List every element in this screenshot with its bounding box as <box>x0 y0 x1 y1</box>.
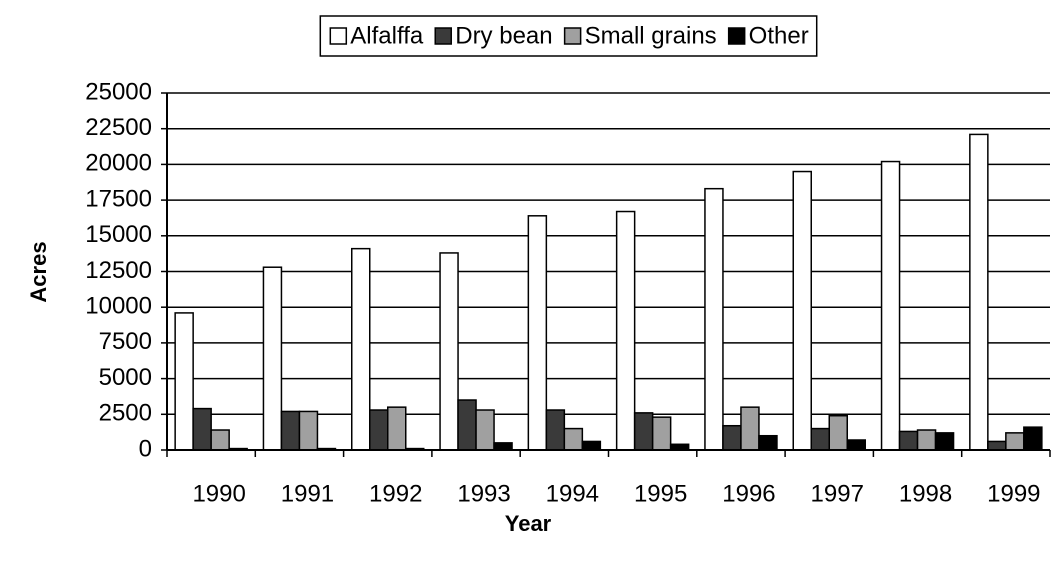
x-tick-label: 1990 <box>192 480 245 507</box>
legend-swatch <box>329 27 348 45</box>
legend-swatch <box>727 27 746 45</box>
legend-label: Small grains <box>585 22 717 49</box>
x-tick-label: 1998 <box>899 480 952 507</box>
y-tick-label: 20000 <box>85 150 152 177</box>
x-tick-label: 1992 <box>369 480 422 507</box>
y-tick-label: 2500 <box>99 400 152 427</box>
y-tick-label: 22500 <box>85 114 152 141</box>
bar <box>828 414 848 451</box>
bar <box>722 424 742 451</box>
bar <box>387 406 407 451</box>
y-tick-label: 10000 <box>85 293 152 320</box>
bar <box>792 170 812 451</box>
bar <box>1005 432 1025 451</box>
y-tick-label: 7500 <box>99 328 152 355</box>
bar <box>1023 426 1043 451</box>
bar <box>898 430 919 451</box>
bar <box>987 440 1007 451</box>
x-axis-title: Year <box>505 511 552 536</box>
bar <box>351 247 371 451</box>
bar <box>439 252 459 451</box>
y-tick-label: 15000 <box>85 221 152 248</box>
bar <box>475 409 495 451</box>
bar <box>563 427 584 451</box>
y-tick-label: 12500 <box>85 257 152 284</box>
bar <box>740 406 760 451</box>
bar <box>969 133 989 451</box>
bar <box>527 215 548 451</box>
bar <box>934 432 955 451</box>
x-tick-label: 1999 <box>987 480 1040 507</box>
bar <box>298 410 319 451</box>
y-tick-label: 25000 <box>85 78 152 105</box>
legend-label: Other <box>749 22 809 49</box>
bar <box>704 187 724 451</box>
legend-label: Alfalffa <box>350 22 424 49</box>
legend-swatch <box>563 27 582 45</box>
bar <box>633 412 654 451</box>
x-tick-label: 1994 <box>546 480 599 507</box>
bar <box>493 442 513 451</box>
bar <box>615 210 636 451</box>
x-tick-label: 1996 <box>722 480 775 507</box>
bar <box>369 409 389 451</box>
bar <box>457 399 477 451</box>
bar <box>581 440 602 451</box>
legend-label: Dry bean <box>455 22 552 49</box>
bar <box>758 434 778 451</box>
bar <box>262 266 283 451</box>
bar <box>192 407 212 451</box>
bar <box>545 409 566 451</box>
bar <box>651 416 672 451</box>
y-axis-title: Acres <box>26 241 51 302</box>
x-tick-label: 1991 <box>281 480 334 507</box>
legend-swatch <box>434 27 452 45</box>
y-tick-label: 0 <box>139 435 152 462</box>
x-tick-label: 1995 <box>634 480 687 507</box>
x-tick-label: 1997 <box>811 480 864 507</box>
y-tick-label: 5000 <box>99 364 152 391</box>
bar <box>916 429 937 451</box>
bar <box>810 427 830 451</box>
bar <box>174 312 194 451</box>
bar <box>280 410 301 451</box>
x-tick-label: 1993 <box>457 480 510 507</box>
bar <box>880 160 901 451</box>
bar <box>210 429 230 451</box>
y-tick-label: 17500 <box>85 185 152 212</box>
bar <box>846 439 866 451</box>
